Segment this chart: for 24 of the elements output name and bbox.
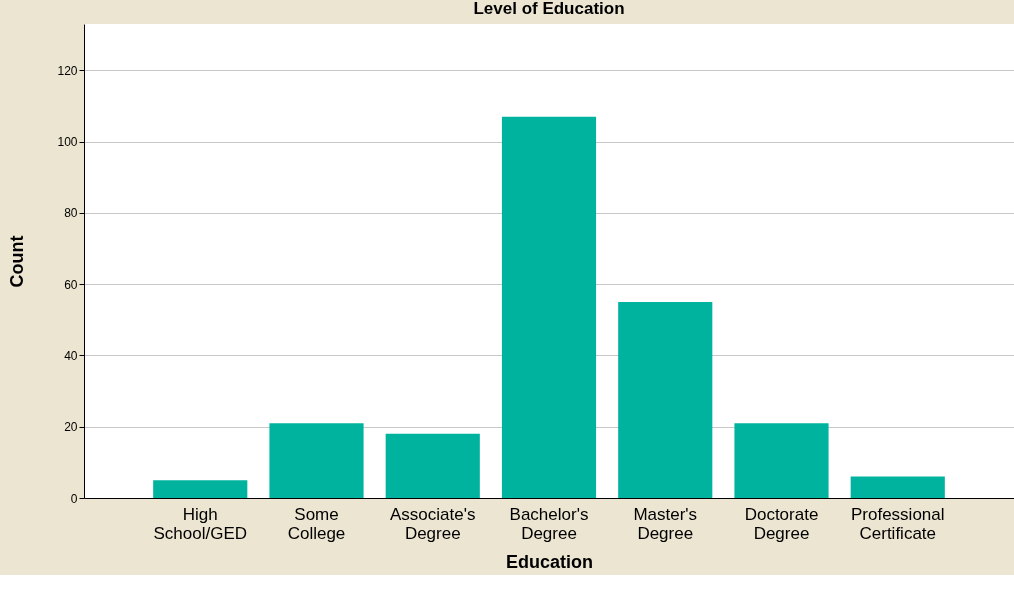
y-tick-label: 80: [64, 206, 78, 221]
y-tick-label: 0: [70, 491, 78, 506]
x-tick-label: Bachelor's Degree: [509, 504, 589, 543]
y-tick-label: 40: [64, 348, 78, 363]
y-tick-label: 60: [64, 277, 78, 292]
x-axis-title: Education: [505, 551, 594, 572]
x-tick-label: Professional Certificate: [850, 504, 945, 543]
bar: [385, 433, 480, 498]
y-tick-label: 120: [57, 63, 78, 78]
bar: [850, 476, 945, 498]
bar: [618, 301, 713, 498]
chart-title: Level of Education: [473, 0, 625, 18]
y-tick-label: 20: [64, 420, 78, 435]
y-axis-title: Count: [7, 235, 28, 288]
x-tick-label: Some College: [287, 504, 346, 543]
x-tick-label: High School/GED: [153, 504, 248, 543]
y-tick-label: 100: [57, 135, 78, 150]
x-tick-label: Doctorate Degree: [744, 504, 819, 543]
bar: [153, 480, 248, 498]
x-tick-label: Associate's Degree: [390, 504, 476, 543]
bar: [734, 423, 829, 498]
bar: [501, 116, 597, 498]
x-tick-label: Master's Degree: [633, 504, 698, 543]
bar: [269, 423, 364, 498]
